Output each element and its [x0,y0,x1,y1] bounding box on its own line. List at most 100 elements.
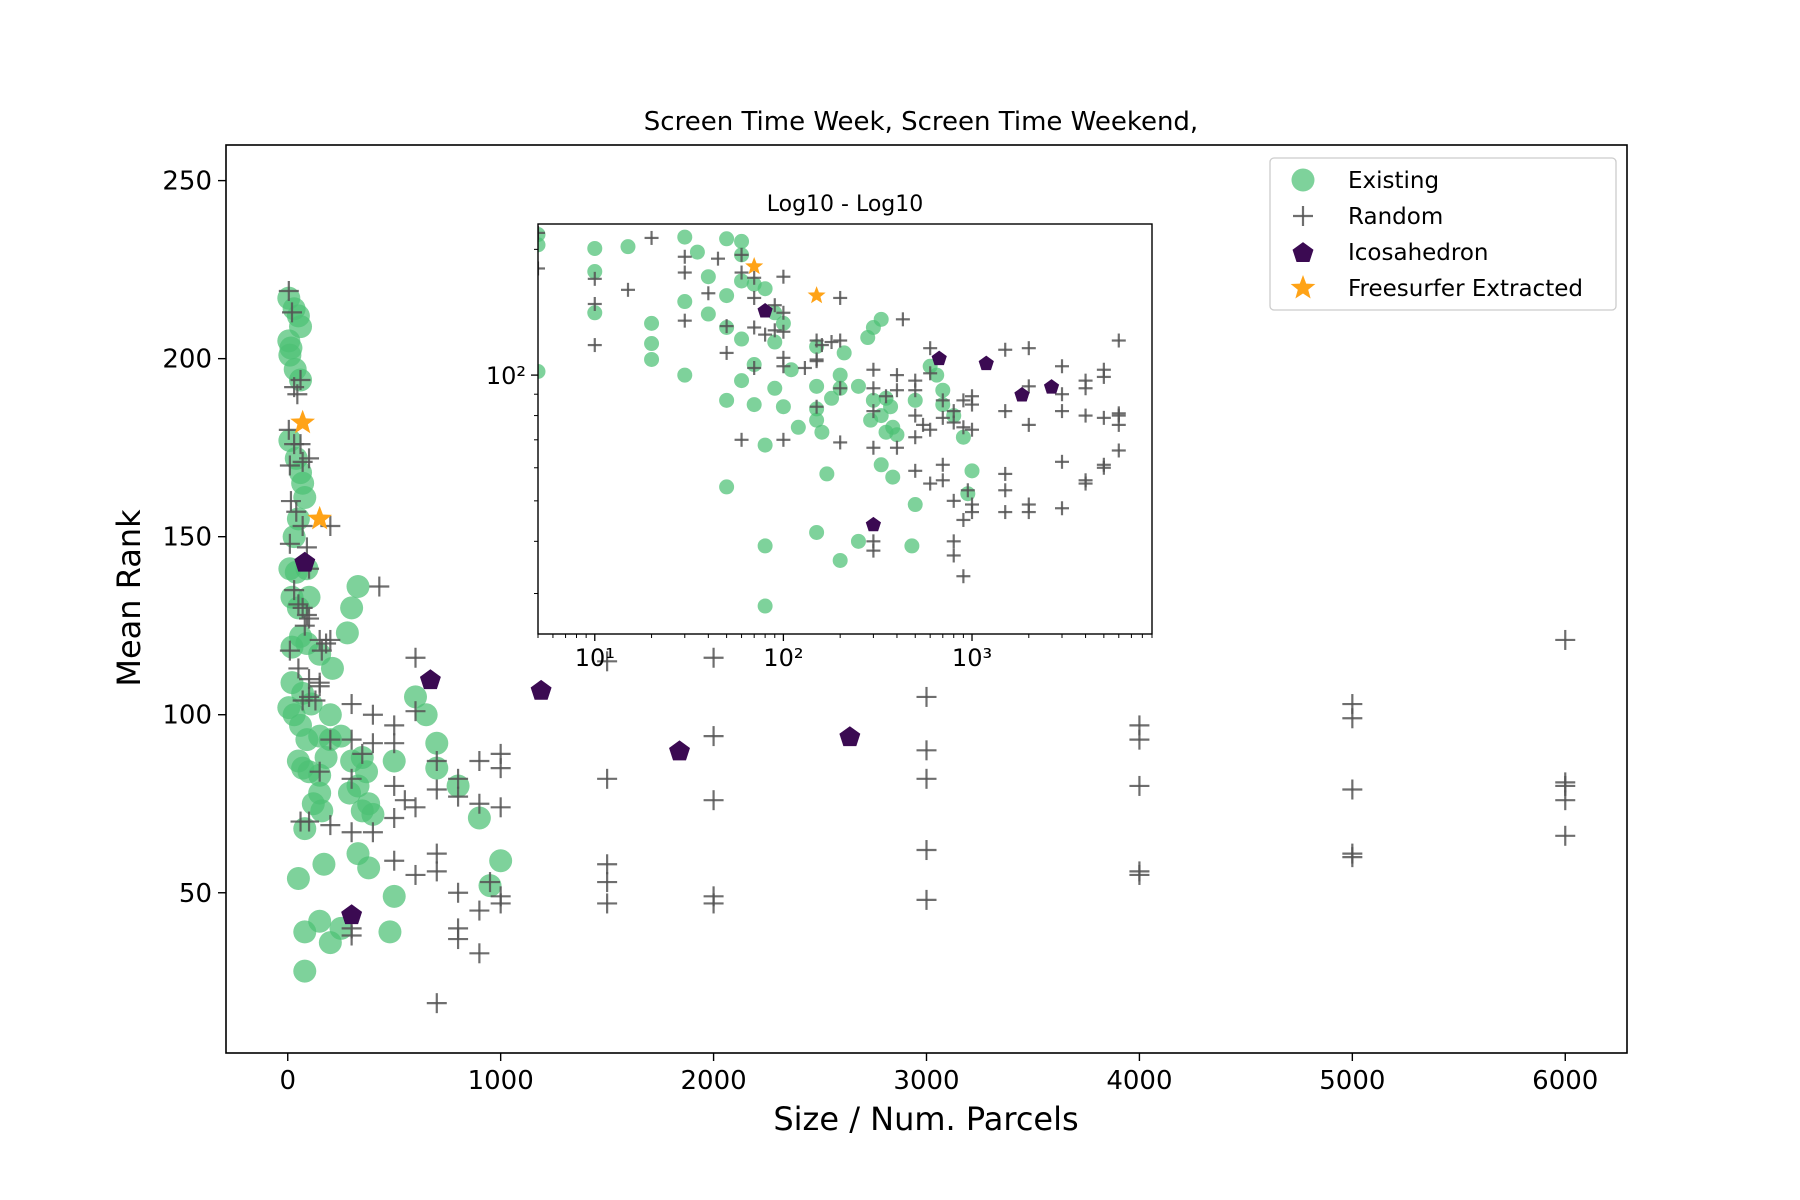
point-random [279,640,300,661]
x-tick-label: 4000 [1106,1066,1172,1096]
inset-point-random [965,505,980,520]
point-random [284,580,305,601]
point-icosahedron [669,740,690,761]
inset-point-existing [775,399,791,415]
inset-point-random [1021,341,1036,356]
point-existing [382,749,406,773]
point-random [448,929,469,950]
point-random [916,686,937,707]
point-random [405,797,426,818]
point-random [703,893,724,914]
legend-marker [1292,242,1314,262]
point-random [469,943,490,964]
legend-marker [1290,275,1316,299]
inset-point-existing [719,231,735,247]
point-random [426,779,447,800]
point-random [1555,790,1576,811]
inset-point-random [998,342,1013,357]
inset-point-random [747,270,762,285]
point-random [916,840,937,861]
inset-point-existing [824,390,840,406]
inset-point-random [916,417,931,432]
inset-point-existing [790,419,806,435]
inset-point-random [587,338,602,353]
inset-point-random [747,290,762,305]
inset-point-existing [809,378,825,394]
inset-point-random [1055,387,1070,402]
point-random [426,751,447,772]
point-existing [378,920,402,944]
point-icosahedron [419,669,441,690]
point-random [394,790,415,811]
legend-marker [1291,168,1315,192]
y-tick-label: 250 [162,167,212,197]
inset-point-existing [587,305,603,321]
point-random [1555,825,1576,846]
inset-point-random [814,338,829,353]
inset-point-random [734,247,749,262]
point-random [597,893,618,914]
inset-point-existing [865,392,881,408]
x-axis-label: Size / Num. Parcels [773,1100,1078,1138]
point-random [292,516,313,537]
inset-point-existing [538,237,546,253]
inset-point-random [998,483,1013,498]
inset-point-random [747,320,762,335]
inset-point-random [1111,443,1126,458]
inset-point-existing [746,397,762,413]
point-random [490,797,511,818]
inset-point-random [935,410,950,425]
inset-point-existing [775,315,791,331]
inset-x-tick-label: 10¹ [575,644,615,672]
point-random [448,768,469,789]
point-random [916,740,937,761]
legend-label: Icosahedron [1348,240,1489,266]
inset-point-icosahedron [978,355,994,371]
point-existing [278,429,302,453]
x-tick-label: 6000 [1532,1066,1598,1096]
inset-point-random [866,362,881,377]
point-existing [286,867,310,891]
inset-point-random [895,312,910,327]
point-existing [335,621,359,645]
inset-point-random [644,230,659,245]
inset-point-random [620,282,635,297]
point-existing [340,596,364,620]
point-freesurfer-extracted [307,505,333,530]
point-random [384,850,405,871]
inset-point-random [956,512,971,527]
inset-point-random [767,298,782,313]
y-tick-label: 100 [162,701,212,731]
inset-point-random [587,296,602,311]
inset-point-random [833,435,848,450]
inset-point-existing [955,429,971,445]
y-tick-label: 150 [162,523,212,553]
point-existing [357,792,381,816]
inset-point-random [1021,417,1036,432]
inset-point-existing [832,367,848,383]
point-random [299,669,320,690]
point-random [286,501,307,522]
inset-point-existing [907,392,923,408]
inset-point-existing [885,419,901,435]
inset-plot-marks [538,225,1126,614]
point-random [341,729,362,750]
point-random [299,448,320,469]
inset-point-existing [814,424,830,440]
inset-point-random [538,225,545,240]
point-random [384,775,405,796]
inset-point-random [960,483,975,498]
inset-point-random [747,360,762,375]
inset-point-random [677,313,692,328]
inset-point-random [935,393,950,408]
inset-point-existing [860,330,876,346]
point-random [305,690,326,711]
point-existing [310,799,334,823]
point-random [490,893,511,914]
legend-marker [1293,206,1313,226]
inset-point-random [710,251,725,266]
inset-point-random [946,415,961,430]
inset-point-random [719,319,734,334]
point-random [1342,847,1363,868]
